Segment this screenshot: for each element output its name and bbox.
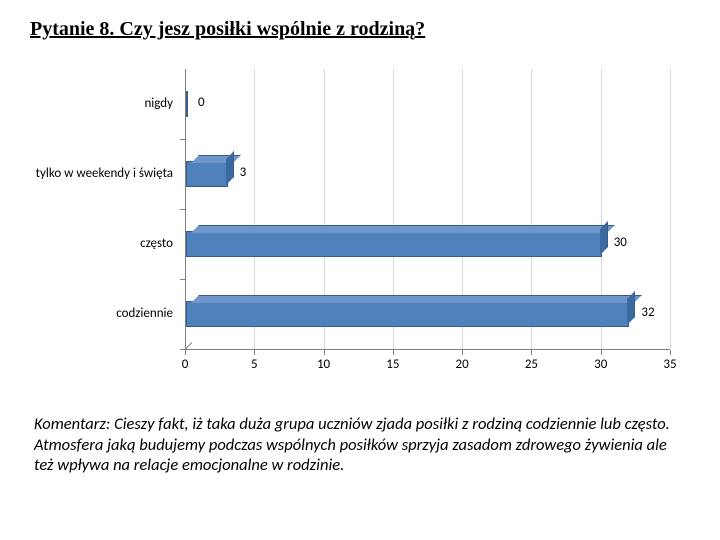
x-axis xyxy=(185,349,670,350)
y-tick xyxy=(180,349,185,350)
bar-value-label: 0 xyxy=(198,95,205,110)
chart: 05101520253035nigdy0tylko w weekendy i ś… xyxy=(30,69,670,374)
x-tick xyxy=(324,350,325,355)
bar-top-face xyxy=(191,295,642,303)
x-tick-label: 30 xyxy=(594,357,607,372)
bar xyxy=(186,301,629,327)
category-label: codziennie xyxy=(30,298,173,330)
bar xyxy=(186,161,228,187)
x-tick xyxy=(531,350,532,355)
bar-side-face xyxy=(627,291,635,325)
comment-text: Komentarz: Cieszy fakt, iż taka duża gru… xyxy=(30,414,690,476)
bar xyxy=(186,231,602,257)
x-tick-label: 35 xyxy=(663,357,676,372)
category-label: często xyxy=(30,228,173,260)
bar-value-label: 30 xyxy=(614,235,627,250)
bar-value-label: 3 xyxy=(240,165,247,180)
x-tick xyxy=(185,350,186,355)
x-tick-label: 15 xyxy=(386,357,399,372)
x-tick xyxy=(393,350,394,355)
bar xyxy=(186,91,188,117)
x-tick xyxy=(254,350,255,355)
x-tick-label: 5 xyxy=(251,357,258,372)
y-tick xyxy=(180,279,185,280)
bar-value-label: 32 xyxy=(641,305,654,320)
category-label: tylko w weekendy i święta xyxy=(30,158,173,190)
x-tick-label: 0 xyxy=(182,357,189,372)
x-tick xyxy=(670,350,671,355)
y-tick xyxy=(180,209,185,210)
x-tick xyxy=(462,350,463,355)
x-tick-label: 25 xyxy=(525,357,538,372)
bar-top-face xyxy=(191,225,615,233)
y-tick xyxy=(180,139,185,140)
x-tick-label: 10 xyxy=(317,357,330,372)
x-tick xyxy=(601,350,602,355)
page: Pytanie 8. Czy jesz posiłki wspólnie z r… xyxy=(0,0,720,476)
x-tick-label: 20 xyxy=(456,357,469,372)
gridline xyxy=(670,69,671,349)
category-label: nigdy xyxy=(30,88,173,120)
question-title: Pytanie 8. Czy jesz posiłki wspólnie z r… xyxy=(30,18,690,41)
